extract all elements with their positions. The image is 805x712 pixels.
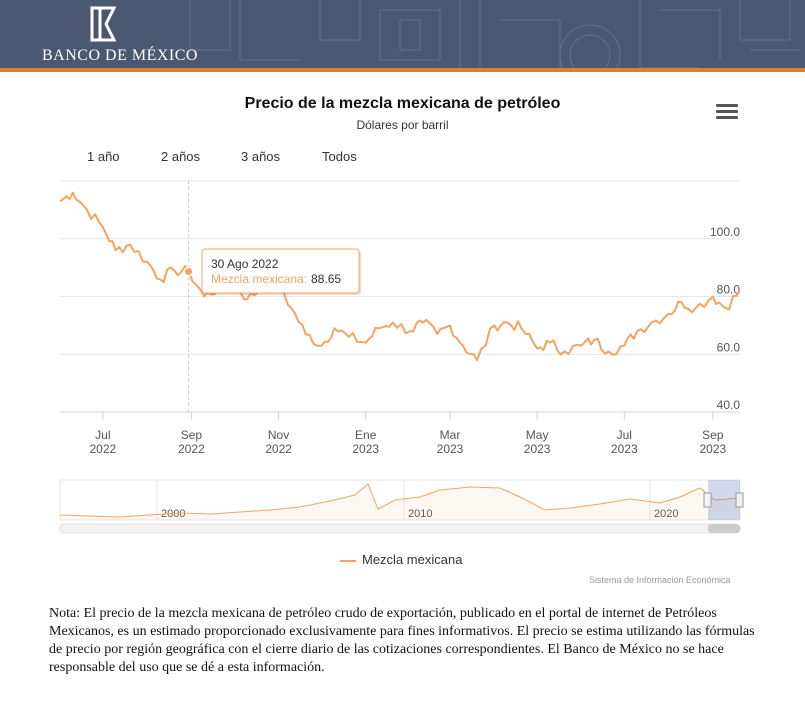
legend-item[interactable]: Mezcla mexicana [340, 552, 462, 567]
navigator-window [708, 480, 740, 520]
header-accent-bar [0, 68, 805, 72]
range-all-button[interactable]: Todos [322, 149, 357, 164]
y-tick-label: 100.0 [710, 225, 740, 239]
site-header: BANCO DE MÉXICO [0, 0, 805, 72]
navigator-tick-label: 2020 [654, 508, 678, 520]
range-2-years-button[interactable]: 2 años [161, 149, 201, 164]
footnote: Nota: El precio de la mezcla mexicana de… [49, 606, 755, 675]
tooltip-value-line: Mezcla mexicana: 88.65 [211, 272, 341, 286]
tooltip-box [201, 248, 360, 294]
menu-bar [716, 110, 738, 113]
x-tick-year-label: 2023 [524, 442, 551, 456]
x-tick-year-label: 2023 [611, 442, 638, 456]
x-tick-year-label: 2023 [437, 442, 464, 456]
x-tick-year-label: 2022 [178, 442, 205, 456]
legend-label: Mezcla mexicana [362, 552, 463, 567]
banxico-logo-icon [90, 6, 117, 42]
range-1-year-button[interactable]: 1 año [87, 149, 120, 164]
credits[interactable]: Sistema de Información Económica [589, 575, 731, 585]
chart-title: Precio de la mezcla mexicana de petróleo [244, 95, 561, 112]
x-tick-label: Sep [181, 428, 203, 442]
range-3-years-button[interactable]: 3 años [241, 149, 281, 164]
series-line-mezcla-mexicana [59, 191, 741, 361]
chart-subtitle: Dólares por barril [356, 118, 449, 132]
x-tick-label: Mar [440, 428, 461, 442]
x-tick-year-label: 2023 [352, 442, 379, 456]
x-tick-year-label: 2022 [90, 442, 117, 456]
y-tick-label: 40.0 [717, 398, 741, 412]
menu-bar [716, 104, 738, 107]
x-tick-year-label: 2023 [700, 442, 727, 456]
x-tick-label: Jul [617, 428, 632, 442]
navigator-tick-label: 2010 [408, 508, 432, 520]
x-tick-label: Sep [702, 428, 724, 442]
navigator-handle[interactable] [703, 492, 712, 508]
tooltip-date: 30 Ago 2022 [211, 257, 279, 271]
x-tick-label: Ene [355, 428, 377, 442]
chart-area[interactable]: 100.080.060.040.0 Jul2022Sep2022Nov2022E… [0, 0, 805, 545]
y-tick-label: 60.0 [717, 340, 741, 354]
x-tick-label: May [526, 428, 549, 442]
x-tick-year-label: 2022 [265, 442, 292, 456]
tooltip-series-name: Mezcla mexicana: [211, 272, 307, 286]
tooltip-value: 88.65 [311, 272, 341, 286]
scrollbar-track [59, 523, 741, 534]
navigator-handle[interactable] [735, 492, 744, 508]
navigator-series-line [59, 483, 741, 518]
hover-point-marker [184, 267, 194, 277]
y-tick-label: 80.0 [717, 283, 741, 297]
navigator-area [60, 484, 740, 520]
menu-bar [716, 116, 738, 119]
scrollbar-thumb[interactable] [708, 524, 740, 533]
hamburger-menu-icon[interactable] [716, 104, 738, 122]
legend-line-swatch [340, 559, 356, 562]
x-tick-label: Jul [95, 428, 110, 442]
navigator-tick-label: 2000 [161, 508, 185, 520]
logo-text[interactable]: BANCO DE MÉXICO [42, 47, 198, 64]
x-tick-label: Nov [268, 428, 289, 442]
